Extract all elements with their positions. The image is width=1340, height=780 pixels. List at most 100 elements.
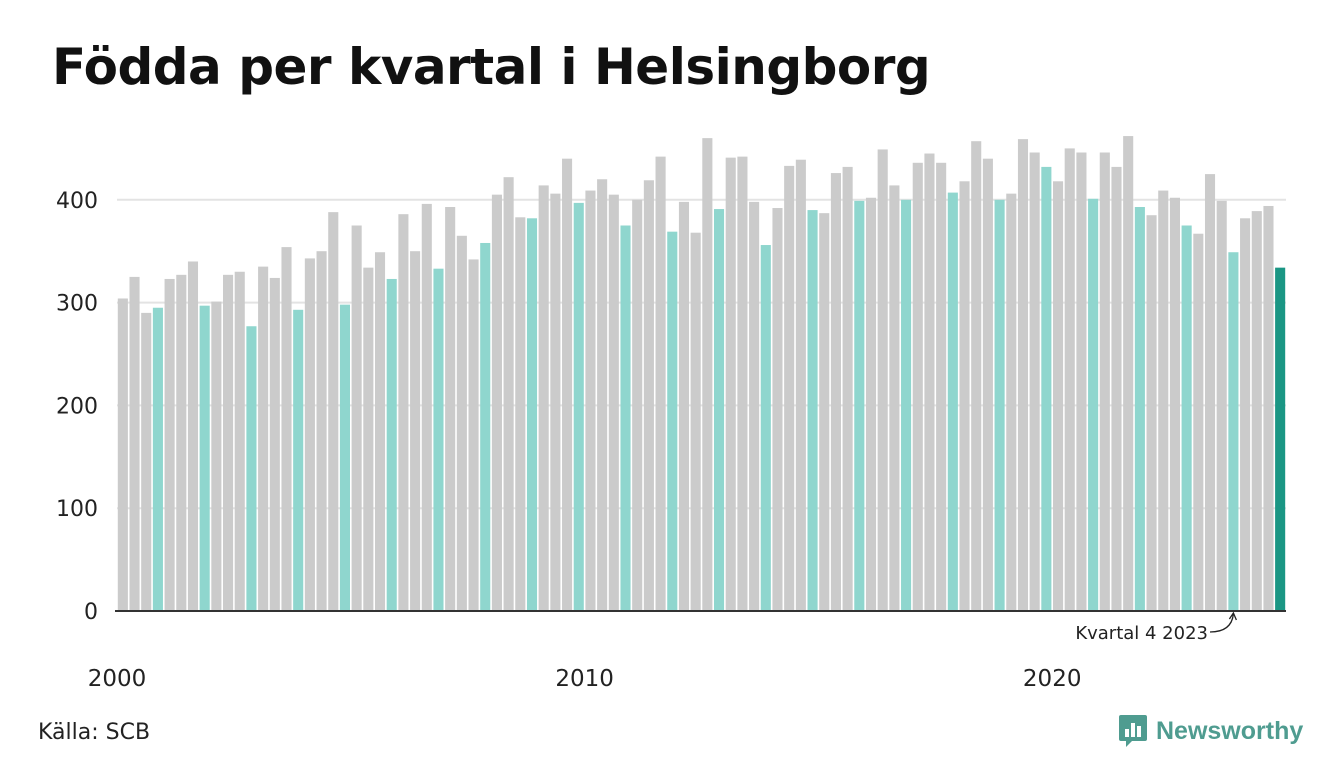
bar — [807, 210, 818, 611]
bar — [597, 179, 608, 612]
bar — [784, 165, 795, 611]
bar — [830, 173, 841, 611]
bar — [1228, 252, 1239, 612]
bar — [538, 185, 549, 611]
bar — [678, 201, 690, 612]
bar — [842, 166, 853, 611]
bar — [480, 242, 491, 612]
bar — [608, 194, 619, 611]
bar — [854, 200, 865, 611]
bar — [573, 202, 584, 611]
bar — [1193, 233, 1204, 611]
y-tick-label: 400 — [56, 189, 98, 214]
bar — [234, 271, 245, 611]
bar — [947, 192, 958, 611]
bar — [643, 180, 654, 611]
y-tick-label: 0 — [84, 600, 98, 625]
bar — [117, 298, 128, 611]
bar — [176, 274, 187, 611]
bar — [877, 149, 888, 611]
bar — [994, 199, 1005, 612]
y-axis-ticks: 0 100 200 300 400 — [56, 189, 98, 625]
bar — [620, 225, 631, 611]
bar — [433, 268, 444, 611]
annotation-arrowhead — [1228, 611, 1237, 621]
bar — [1111, 166, 1122, 611]
bar — [1146, 215, 1157, 611]
bar — [1017, 139, 1029, 611]
bar — [924, 153, 935, 612]
bar — [1216, 200, 1227, 611]
x-axis-ticks: 2000 2010 2020 — [88, 666, 1082, 692]
bar — [737, 156, 748, 611]
bar — [550, 193, 561, 611]
bar — [889, 185, 900, 611]
bar — [386, 278, 397, 611]
bar — [316, 251, 327, 611]
source-note: Källa: SCB — [38, 720, 151, 745]
bar — [1240, 218, 1251, 612]
brand-logo: Newsworthy — [1118, 713, 1303, 749]
bar — [971, 141, 982, 611]
bar — [901, 199, 912, 612]
bar — [1064, 148, 1075, 611]
bar — [702, 138, 713, 611]
x-tick-label: 2020 — [1023, 666, 1082, 692]
bar — [1029, 152, 1040, 611]
brand-name: Newsworthy — [1156, 716, 1304, 745]
bar — [562, 158, 573, 611]
bar — [328, 212, 339, 611]
bar — [655, 156, 666, 611]
bar — [760, 245, 771, 611]
bar — [456, 235, 467, 611]
bar — [351, 225, 362, 611]
bar — [503, 177, 514, 611]
bar — [468, 259, 479, 611]
bar — [1251, 211, 1262, 612]
bar — [304, 258, 315, 611]
bar — [749, 201, 760, 612]
bar — [398, 214, 409, 611]
bar — [374, 252, 386, 612]
bar — [1204, 174, 1216, 611]
bar — [959, 181, 970, 612]
bar — [269, 277, 280, 611]
bar — [982, 158, 993, 611]
bar — [410, 251, 421, 611]
bar — [164, 278, 175, 611]
latest-annotation: Kvartal 4 2023 — [1075, 611, 1237, 644]
bar — [445, 207, 456, 611]
bar — [1134, 207, 1145, 611]
bar — [1169, 197, 1180, 612]
bar — [1263, 205, 1274, 611]
bar — [1181, 225, 1192, 611]
bar — [725, 157, 736, 611]
y-tick-label: 300 — [56, 292, 98, 317]
newsworthy-logo-icon — [1119, 715, 1147, 747]
bar — [865, 197, 877, 612]
bar — [690, 232, 701, 611]
x-tick-label: 2000 — [88, 666, 147, 692]
bars — [117, 136, 1286, 612]
bar — [491, 194, 502, 611]
bar — [1099, 152, 1110, 611]
bar — [632, 199, 643, 612]
y-tick-label: 100 — [56, 497, 98, 522]
bar — [187, 261, 199, 611]
chart-title: Födda per kvartal i Helsingborg — [52, 38, 931, 96]
y-tick-label: 200 — [56, 394, 98, 419]
annotation-arrow — [1209, 613, 1235, 633]
bar — [281, 247, 292, 611]
bar — [1053, 181, 1064, 612]
bar — [819, 213, 830, 611]
x-tick-label: 2010 — [555, 666, 614, 692]
bar — [129, 276, 140, 611]
bar — [421, 203, 432, 611]
bar — [936, 162, 947, 612]
bar — [199, 305, 210, 611]
bar — [152, 307, 163, 611]
bar — [258, 266, 269, 611]
bar — [1076, 152, 1087, 611]
bar — [912, 162, 923, 612]
